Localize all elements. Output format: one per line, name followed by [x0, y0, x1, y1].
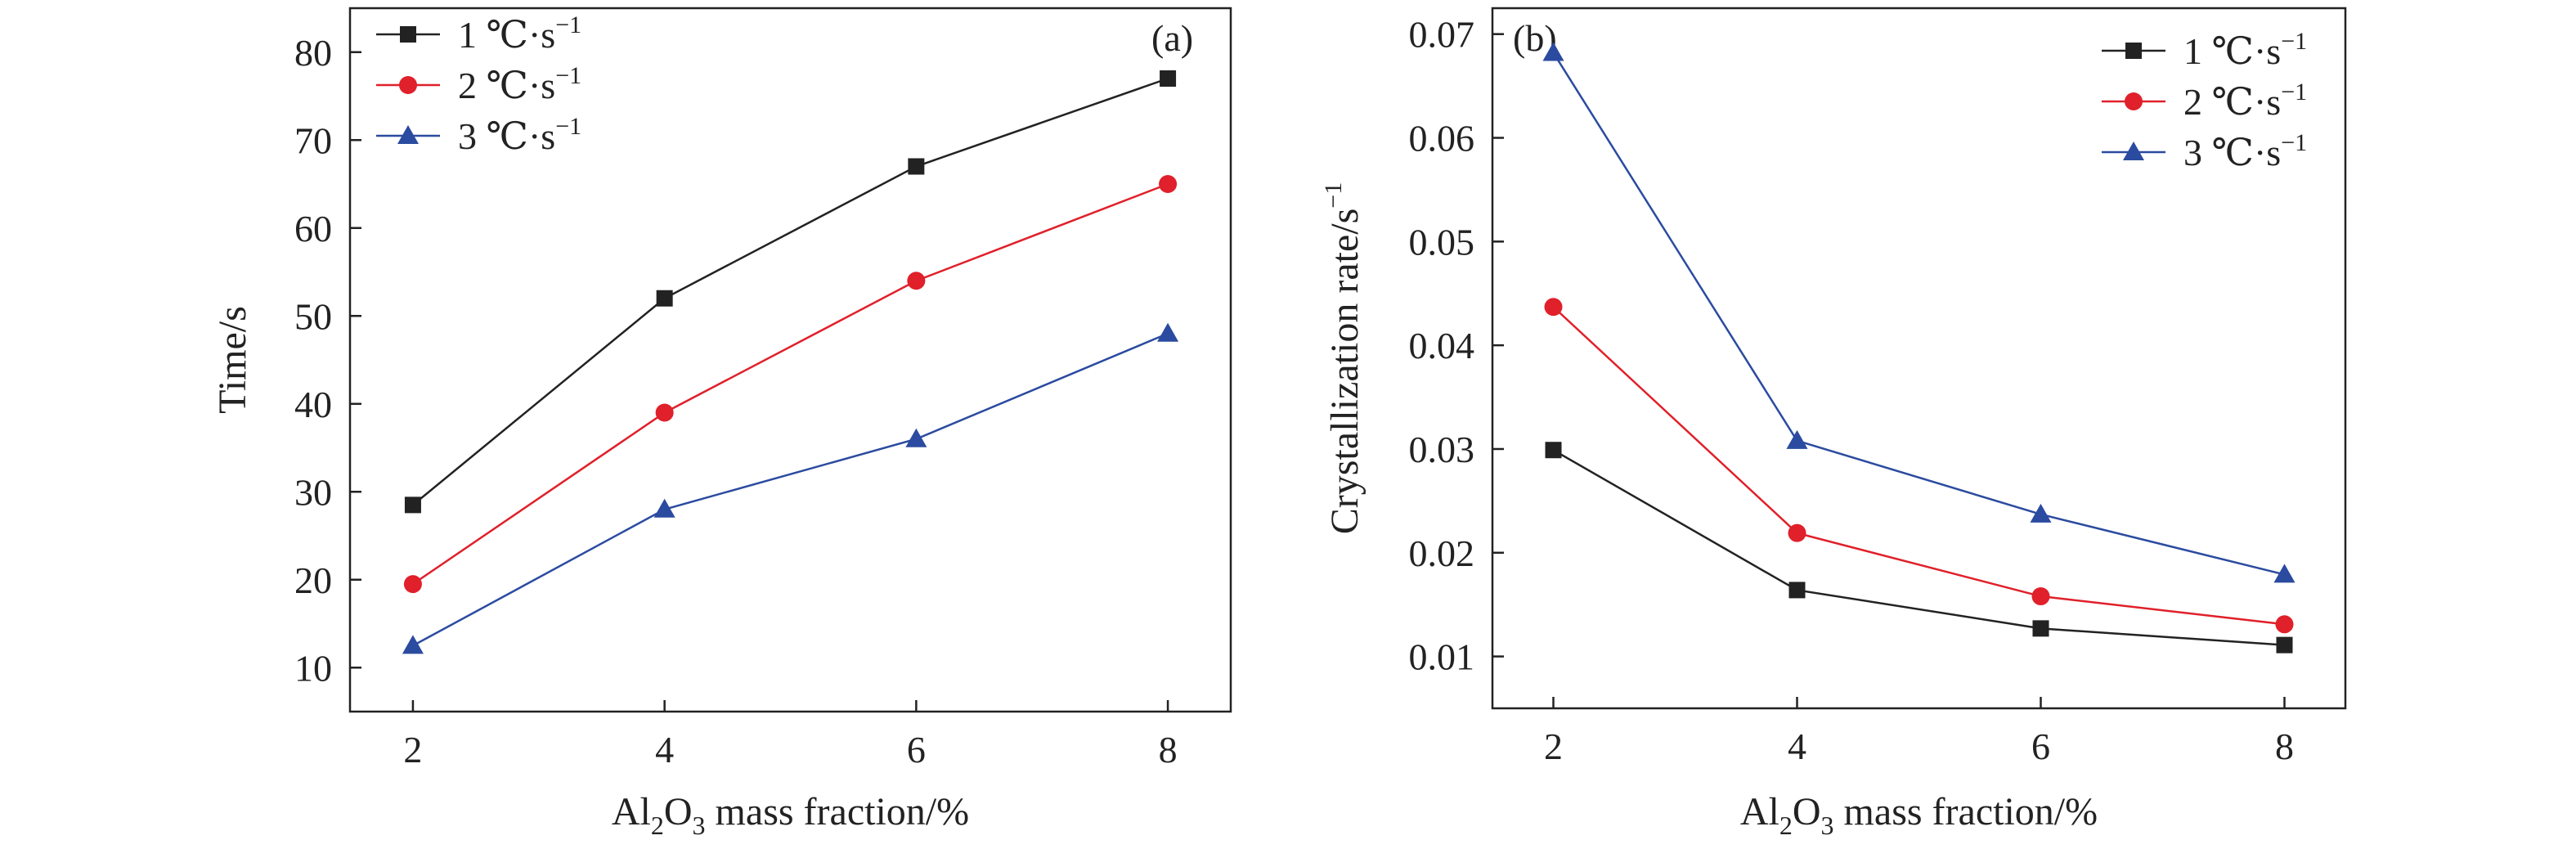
legend-label: 3 ℃·s−1 — [458, 113, 581, 157]
y-axis-label: Time/s — [211, 306, 254, 414]
y-tick-label: 0.03 — [1409, 429, 1475, 470]
data-point — [403, 575, 422, 594]
y-tick-label: 70 — [294, 119, 332, 161]
legend-label: 1 ℃·s−1 — [458, 11, 581, 56]
x-tick-label: 8 — [1159, 729, 1178, 770]
y-tick-label: 0.02 — [1409, 532, 1475, 574]
y-tick-label: 0.05 — [1409, 221, 1475, 263]
data-point — [1157, 322, 1179, 342]
data-point — [404, 496, 421, 514]
data-point — [1786, 429, 1808, 449]
x-tick-label: 4 — [1788, 725, 1806, 767]
x-tick-label: 4 — [655, 729, 674, 770]
series-3 — [402, 322, 1179, 654]
data-point — [2032, 620, 2049, 637]
y-tick-label: 0.07 — [1409, 14, 1475, 56]
series-1 — [404, 70, 1177, 514]
y-tick-label: 0.01 — [1409, 636, 1475, 678]
x-tick-label: 6 — [2031, 725, 2050, 767]
y-tick-label: 50 — [294, 295, 332, 337]
x-tick-label: 6 — [907, 729, 926, 770]
data-point — [655, 403, 674, 422]
series-line — [412, 77, 1169, 506]
data-point — [1160, 70, 1177, 87]
y-tick-label: 60 — [294, 208, 332, 249]
series-line — [1552, 306, 2285, 626]
legend-marker — [2123, 142, 2144, 160]
series-line — [412, 182, 1169, 586]
y-tick-label: 40 — [294, 384, 332, 425]
series-line — [1552, 449, 2285, 646]
y-tick-label: 10 — [294, 647, 332, 689]
legend: 1 ℃·s−1 2 ℃·s−1 3 ℃·s−1 — [2102, 28, 2307, 173]
data-point — [653, 498, 675, 518]
series-line — [1552, 52, 2285, 576]
y-tick-label: 20 — [294, 559, 332, 601]
data-point — [2276, 636, 2293, 654]
data-point — [1159, 175, 1178, 193]
data-point — [908, 158, 925, 175]
x-tick-label: 2 — [403, 729, 422, 770]
series-2 — [1544, 298, 2294, 634]
y-tick-label: 0.06 — [1409, 118, 1475, 159]
data-point — [1542, 42, 1564, 61]
data-point — [1544, 298, 1563, 317]
y-tick-label: 80 — [294, 32, 332, 74]
legend-marker — [399, 76, 417, 94]
y-tick-label: 0.04 — [1409, 325, 1475, 366]
legend-marker — [397, 125, 419, 144]
data-point — [905, 428, 927, 447]
legend-marker — [400, 26, 416, 43]
x-tick-label: 8 — [2275, 725, 2294, 767]
plot-frame — [348, 7, 1232, 713]
x-axis-label: Al2O3 mass fraction/% — [612, 790, 969, 840]
series-3 — [1542, 42, 2296, 583]
y-tick-label: 30 — [294, 471, 332, 513]
y-axis-label: Crystallization rate/s−1 — [1320, 182, 1367, 534]
data-point — [2031, 587, 2050, 606]
data-point — [2273, 564, 2296, 583]
data-point — [656, 290, 673, 307]
x-axis-label: Al2O3 mass fraction/% — [1740, 790, 2098, 840]
data-point — [1788, 523, 1806, 542]
data-point — [1788, 582, 1806, 599]
panel-label: (a) — [1151, 17, 1193, 59]
legend-marker — [2125, 92, 2143, 110]
legend: 1 ℃·s−1 2 ℃·s−1 3 ℃·s−1 — [376, 11, 581, 157]
data-point — [2030, 503, 2052, 523]
data-point — [907, 272, 926, 290]
legend-label: 1 ℃·s−1 — [2183, 28, 2307, 72]
legend-marker — [2125, 43, 2142, 59]
panel-b: 2 4 6 8 0.01 0.02 0.03 0.04 0.05 0.06 0.07 Al2O3 ma… — [1320, 7, 2347, 840]
series-line — [412, 332, 1169, 647]
data-point — [402, 635, 424, 654]
data-point — [1545, 442, 1562, 459]
legend-label: 2 ℃·s−1 — [2183, 79, 2307, 123]
data-point — [2275, 615, 2294, 634]
series-2 — [403, 175, 1178, 594]
plot-frame — [1491, 7, 2347, 710]
panel-a: 2 4 6 8 10 20 30 40 50 60 70 80 Al2O3 mass fraction/… — [211, 7, 1232, 840]
legend-label: 3 ℃·s−1 — [2183, 129, 2307, 173]
legend-label: 2 ℃·s−1 — [458, 62, 581, 106]
series-1 — [1545, 442, 2293, 654]
x-tick-label: 2 — [1544, 725, 1563, 767]
